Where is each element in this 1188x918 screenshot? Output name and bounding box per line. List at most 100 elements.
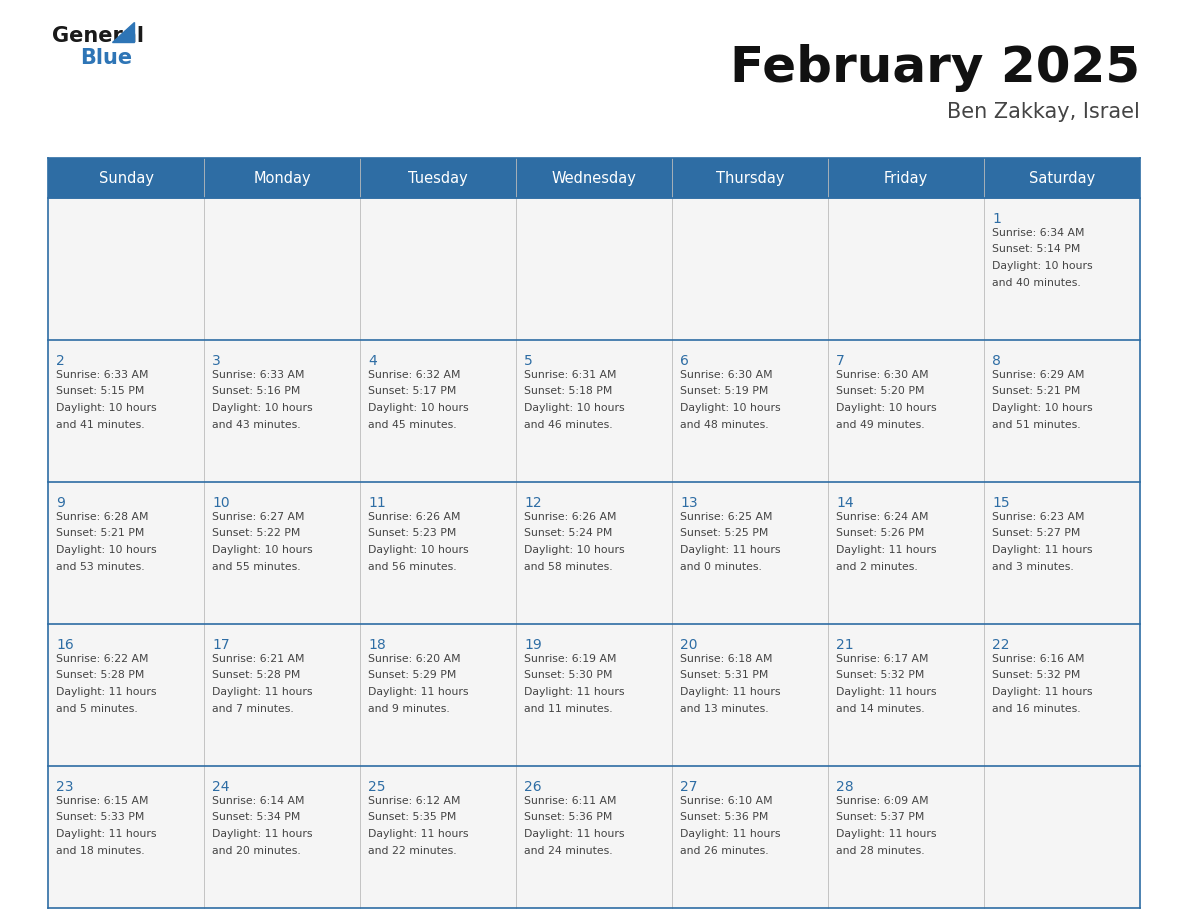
Text: Daylight: 10 hours: Daylight: 10 hours (836, 403, 936, 413)
Bar (360, 766, 516, 908)
Text: Sunrise: 6:17 AM: Sunrise: 6:17 AM (836, 654, 929, 664)
Text: and 28 minutes.: and 28 minutes. (836, 845, 924, 856)
Bar (828, 766, 984, 908)
Text: Sunrise: 6:27 AM: Sunrise: 6:27 AM (211, 512, 304, 522)
Text: Sunset: 5:21 PM: Sunset: 5:21 PM (56, 529, 145, 539)
Text: Daylight: 11 hours: Daylight: 11 hours (211, 687, 312, 697)
Bar (516, 624, 672, 766)
Text: and 5 minutes.: and 5 minutes. (56, 703, 138, 713)
Text: Daylight: 11 hours: Daylight: 11 hours (56, 687, 157, 697)
Text: Sunset: 5:29 PM: Sunset: 5:29 PM (368, 670, 456, 680)
Text: 15: 15 (992, 496, 1010, 510)
Text: and 40 minutes.: and 40 minutes. (992, 277, 1081, 287)
Text: Sunset: 5:17 PM: Sunset: 5:17 PM (368, 386, 456, 397)
Text: Sunrise: 6:30 AM: Sunrise: 6:30 AM (680, 370, 772, 380)
Text: 25: 25 (368, 780, 385, 794)
Text: Daylight: 11 hours: Daylight: 11 hours (56, 829, 157, 839)
Text: Sunrise: 6:16 AM: Sunrise: 6:16 AM (992, 654, 1085, 664)
Text: Sunrise: 6:09 AM: Sunrise: 6:09 AM (836, 796, 929, 806)
Text: 18: 18 (368, 638, 386, 652)
Text: General: General (52, 26, 144, 46)
Text: Ben Zakkay, Israel: Ben Zakkay, Israel (947, 102, 1140, 122)
Text: 12: 12 (524, 496, 542, 510)
Text: Sunset: 5:35 PM: Sunset: 5:35 PM (368, 812, 456, 823)
Text: and 45 minutes.: and 45 minutes. (368, 420, 456, 430)
Text: Sunset: 5:26 PM: Sunset: 5:26 PM (836, 529, 924, 539)
Text: and 53 minutes.: and 53 minutes. (56, 562, 145, 572)
Text: and 0 minutes.: and 0 minutes. (680, 562, 762, 572)
Text: Daylight: 11 hours: Daylight: 11 hours (368, 687, 468, 697)
Text: Sunset: 5:19 PM: Sunset: 5:19 PM (680, 386, 769, 397)
Text: and 11 minutes.: and 11 minutes. (524, 703, 613, 713)
Bar (48, 766, 204, 908)
Text: 3: 3 (211, 354, 221, 368)
Text: and 16 minutes.: and 16 minutes. (992, 703, 1081, 713)
Text: 1: 1 (992, 212, 1000, 226)
Text: Sunrise: 6:25 AM: Sunrise: 6:25 AM (680, 512, 772, 522)
Text: and 24 minutes.: and 24 minutes. (524, 845, 613, 856)
Text: Sunrise: 6:11 AM: Sunrise: 6:11 AM (524, 796, 617, 806)
Text: 20: 20 (680, 638, 697, 652)
Text: Blue: Blue (80, 48, 132, 68)
Text: Daylight: 10 hours: Daylight: 10 hours (211, 403, 312, 413)
Text: Daylight: 10 hours: Daylight: 10 hours (56, 403, 157, 413)
Text: Daylight: 11 hours: Daylight: 11 hours (836, 829, 936, 839)
Bar (360, 198, 516, 340)
Bar (204, 340, 360, 482)
Text: 21: 21 (836, 638, 854, 652)
Text: and 22 minutes.: and 22 minutes. (368, 845, 456, 856)
Text: 2: 2 (56, 354, 65, 368)
Bar (516, 198, 672, 340)
Text: and 2 minutes.: and 2 minutes. (836, 562, 918, 572)
Text: Sunset: 5:30 PM: Sunset: 5:30 PM (524, 670, 613, 680)
Text: Sunrise: 6:29 AM: Sunrise: 6:29 AM (992, 370, 1085, 380)
Text: Sunrise: 6:24 AM: Sunrise: 6:24 AM (836, 512, 929, 522)
Text: 17: 17 (211, 638, 229, 652)
Bar (672, 340, 828, 482)
Text: Sunset: 5:33 PM: Sunset: 5:33 PM (56, 812, 145, 823)
Text: Sunset: 5:37 PM: Sunset: 5:37 PM (836, 812, 924, 823)
Bar (516, 766, 672, 908)
Text: and 46 minutes.: and 46 minutes. (524, 420, 613, 430)
Bar (516, 482, 672, 624)
Bar (48, 482, 204, 624)
Text: Sunrise: 6:32 AM: Sunrise: 6:32 AM (368, 370, 461, 380)
Text: Sunrise: 6:22 AM: Sunrise: 6:22 AM (56, 654, 148, 664)
Text: Sunset: 5:32 PM: Sunset: 5:32 PM (836, 670, 924, 680)
Text: Sunday: Sunday (99, 171, 153, 185)
Text: Sunset: 5:18 PM: Sunset: 5:18 PM (524, 386, 612, 397)
Text: 7: 7 (836, 354, 845, 368)
Text: and 51 minutes.: and 51 minutes. (992, 420, 1081, 430)
Text: Sunrise: 6:33 AM: Sunrise: 6:33 AM (56, 370, 148, 380)
Text: 27: 27 (680, 780, 697, 794)
Text: 13: 13 (680, 496, 697, 510)
Text: Daylight: 11 hours: Daylight: 11 hours (211, 829, 312, 839)
Bar (984, 766, 1140, 908)
Text: Daylight: 10 hours: Daylight: 10 hours (368, 545, 468, 555)
Text: and 43 minutes.: and 43 minutes. (211, 420, 301, 430)
Bar (828, 624, 984, 766)
Text: 19: 19 (524, 638, 542, 652)
Text: Daylight: 10 hours: Daylight: 10 hours (524, 545, 625, 555)
Polygon shape (112, 22, 134, 42)
Text: Saturday: Saturday (1029, 171, 1095, 185)
Bar (204, 624, 360, 766)
Text: 5: 5 (524, 354, 532, 368)
Text: Daylight: 10 hours: Daylight: 10 hours (992, 403, 1093, 413)
Text: Friday: Friday (884, 171, 928, 185)
Text: and 9 minutes.: and 9 minutes. (368, 703, 450, 713)
Text: Sunset: 5:21 PM: Sunset: 5:21 PM (992, 386, 1080, 397)
Bar (672, 198, 828, 340)
Text: and 3 minutes.: and 3 minutes. (992, 562, 1074, 572)
Text: 22: 22 (992, 638, 1010, 652)
Text: and 7 minutes.: and 7 minutes. (211, 703, 293, 713)
Text: Daylight: 11 hours: Daylight: 11 hours (680, 687, 781, 697)
Text: 16: 16 (56, 638, 74, 652)
Text: Sunrise: 6:31 AM: Sunrise: 6:31 AM (524, 370, 617, 380)
Text: Daylight: 10 hours: Daylight: 10 hours (368, 403, 468, 413)
Text: Sunset: 5:25 PM: Sunset: 5:25 PM (680, 529, 769, 539)
Text: Sunrise: 6:33 AM: Sunrise: 6:33 AM (211, 370, 304, 380)
Text: Sunrise: 6:12 AM: Sunrise: 6:12 AM (368, 796, 461, 806)
Text: Daylight: 11 hours: Daylight: 11 hours (524, 829, 625, 839)
Text: and 14 minutes.: and 14 minutes. (836, 703, 924, 713)
